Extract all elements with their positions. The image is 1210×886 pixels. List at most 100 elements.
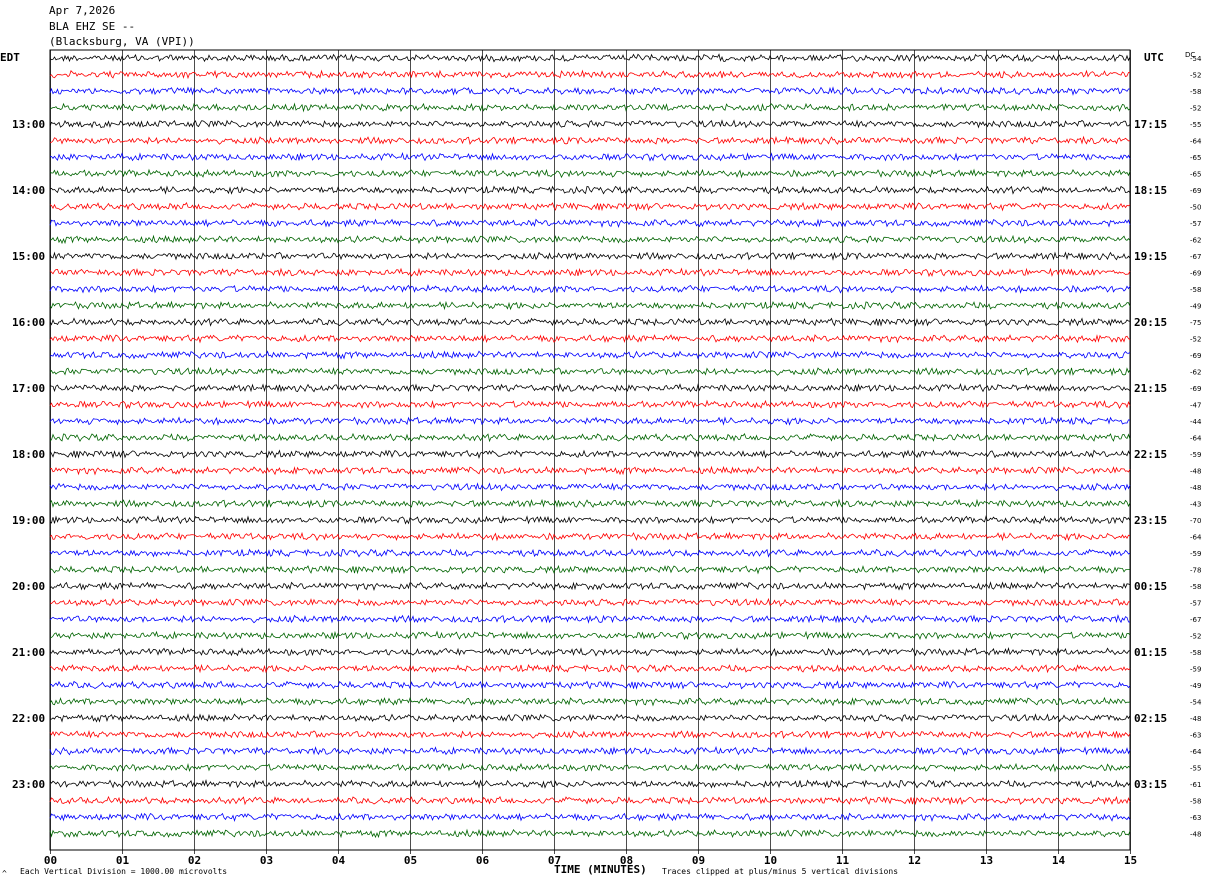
seismic-trace [49,416,1131,426]
dc-offset-label: -52 [1190,336,1201,344]
right-hour-label: 21:15 [1134,382,1167,395]
right-hour-label: 20:15 [1134,316,1167,329]
dc-offset-label: -43 [1190,501,1201,509]
seismic-trace [49,713,1131,723]
seismic-trace [49,581,1131,591]
x-tick-label: 10 [764,854,777,867]
dc-offset-label: -58 [1190,286,1201,294]
seismic-trace [49,515,1131,525]
x-tick-label: 12 [908,854,921,867]
x-tick-label: 15 [1124,854,1137,867]
dc-offset-label: -48 [1190,715,1201,723]
x-tick-label: 02 [188,854,201,867]
right-hour-label: 00:15 [1134,580,1167,593]
seismic-trace [49,531,1131,542]
dc-offset-label: -61 [1190,781,1201,789]
dc-offset-label: -57 [1190,600,1201,608]
x-tick-label: 06 [476,854,490,867]
dc-offset-label: -52 [1190,633,1201,641]
left-hour-label: 16:00 [12,316,45,329]
dc-offset-label: -63 [1190,814,1201,822]
x-tick-label: 04 [332,854,346,867]
left-hour-label: 23:00 [12,778,45,791]
utc-label: UTC [1144,51,1164,64]
right-hour-label: 17:15 [1134,118,1167,131]
axis-labels: 00 01 02 03 04 05 06 07 08 09 10 11 12 13 14 15 -54 -52 -5… [0,51,1202,867]
x-tick-label: 14 [1052,854,1066,867]
seismic-trace [49,779,1131,789]
seismic-trace [49,86,1131,96]
seismic-trace [49,234,1131,245]
x-tick-label: 07 [548,854,561,867]
seismic-trace [49,300,1131,311]
dc-offset-label: -55 [1190,765,1201,773]
dc-offset-label: -59 [1190,451,1201,459]
seismic-trace [49,812,1131,822]
dc-header-label: DC [1185,51,1195,59]
dc-offset-label: -64 [1190,534,1202,542]
seismic-trace [49,185,1131,195]
x-tick-label: 09 [692,854,705,867]
right-hour-label: 18:15 [1134,184,1167,197]
seismic-trace [49,482,1131,492]
dc-offset-label: -69 [1190,352,1201,360]
dc-offset-label: -57 [1190,220,1201,228]
left-hour-label: 21:00 [12,646,45,659]
seismic-trace [49,696,1131,707]
dc-offset-label: -65 [1190,171,1201,179]
seismic-trace [49,267,1131,278]
dc-offset-label: -69 [1190,187,1201,195]
seismic-trace [49,152,1131,162]
dc-offset-label: -58 [1190,88,1201,96]
left-hour-label: 18:00 [12,448,45,461]
dc-offset-label: -67 [1190,616,1201,624]
seismic-trace [49,729,1131,740]
left-hour-label: 19:00 [12,514,45,527]
dc-offset-label: -49 [1190,682,1201,690]
x-tick-label: 11 [836,854,850,867]
dc-offset-label: -67 [1190,253,1201,261]
x-tick-label: 13 [980,854,993,867]
seismic-trace [49,334,1131,344]
plot-date: Apr 7,2026 [49,4,116,17]
seismic-trace [49,663,1131,674]
station-location: (Blacksburg, VA (VPI)) [49,35,195,48]
grid-lines [49,49,1131,854]
x-tick-label: 05 [404,854,417,867]
dc-offset-label: -54 [1190,699,1202,707]
seismic-trace [49,69,1131,80]
dc-offset-label: -64 [1190,435,1202,443]
dc-offset-label: -65 [1190,154,1201,162]
dc-offset-label: -64 [1190,748,1202,756]
seismic-trace [49,399,1131,410]
dc-offset-label: -59 [1190,666,1201,674]
left-hour-label: 13:00 [12,118,45,131]
seismic-trace [49,564,1131,575]
dc-offset-label: -48 [1190,468,1201,476]
right-hour-label: 01:15 [1134,646,1167,659]
dc-offset-label: -69 [1190,270,1201,278]
seismic-trace [49,449,1131,459]
left-hour-label: 17:00 [12,382,45,395]
seismic-trace [49,218,1131,228]
left-hour-label: 20:00 [12,580,45,593]
dc-offset-label: -63 [1190,732,1201,740]
dc-offset-label: -55 [1190,121,1201,129]
dc-offset-label: -54 [1190,55,1202,63]
dc-offset-label: -62 [1190,369,1201,377]
station-channel: BLA EHZ SE -- [49,20,136,33]
dc-offset-label: -62 [1190,237,1201,245]
dc-offset-label: -69 [1190,385,1201,393]
plot-frame [49,49,1131,851]
seismic-trace [49,597,1130,608]
seismic-trace [49,284,1131,294]
seismic-trace [49,762,1131,773]
seismic-trace [49,465,1131,476]
seismic-trace [49,680,1131,690]
dc-offset-label: -58 [1190,798,1201,806]
scale-note: Each Vertical Division = 1000.00 microvo… [20,867,228,876]
seismic-trace [49,548,1131,558]
seismic-trace [49,168,1131,179]
seismic-trace [49,498,1131,509]
dc-offset-label: -50 [1190,204,1201,212]
